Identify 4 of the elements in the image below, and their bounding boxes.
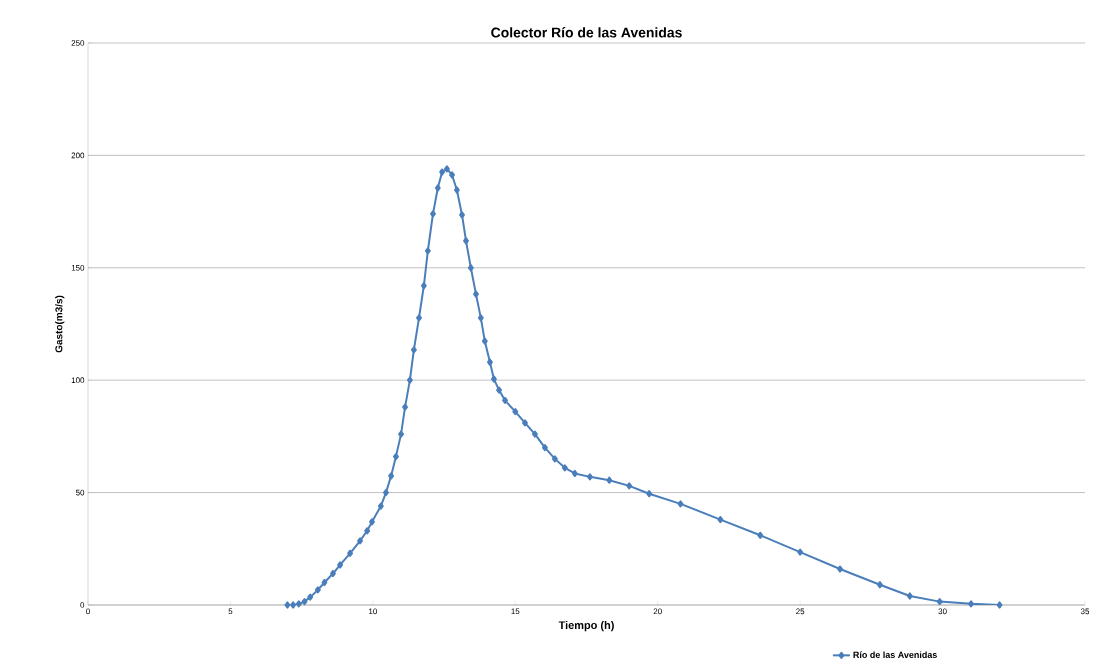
legend-label: Río de las Avenidas — [853, 651, 937, 658]
x-axis-title: Tiempo (h) — [558, 620, 614, 632]
chart-title: Colector Río de las Avenidas — [491, 27, 682, 38]
y-axis-title: Gasto(m3/s) — [55, 295, 65, 353]
